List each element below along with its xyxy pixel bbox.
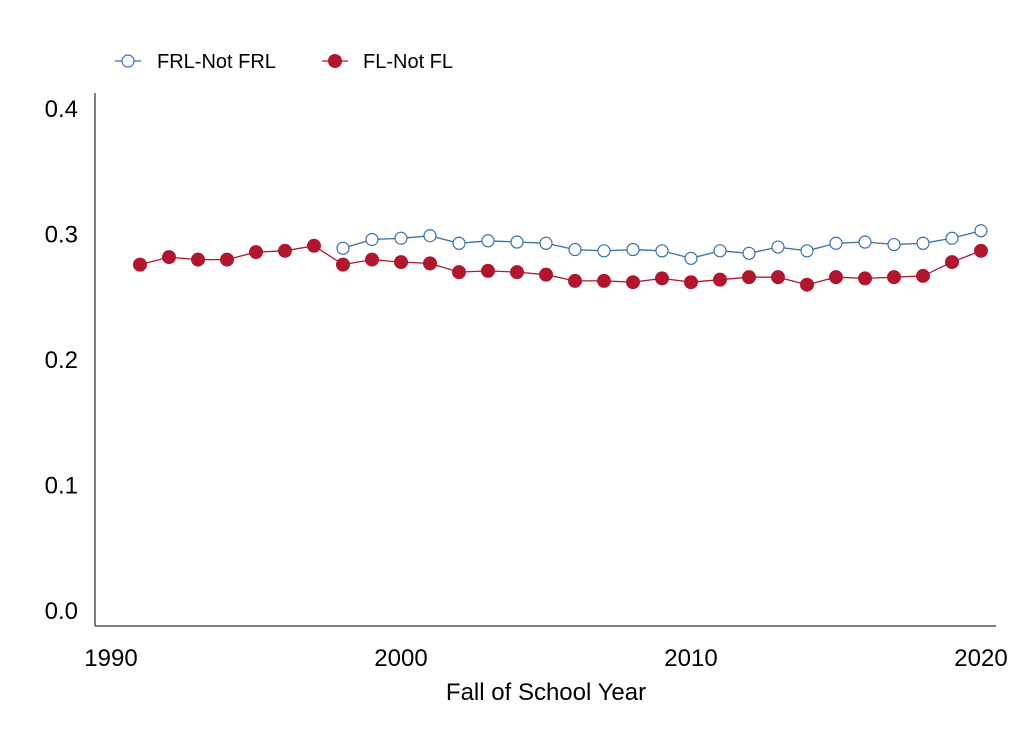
x-tick-labels: 1990 2000 2010 2020 (84, 645, 1007, 672)
legend-marker (328, 54, 342, 68)
data-point (742, 270, 756, 285)
data-point (539, 267, 553, 282)
y-tick-label: 0.3 (45, 222, 78, 249)
legend-marker (121, 54, 135, 68)
x-tick-label: 1990 (84, 645, 137, 672)
series-line (139, 245, 982, 286)
x-tick-label: 2010 (664, 645, 717, 672)
data-point (916, 268, 930, 283)
data-point (684, 251, 698, 265)
data-point (597, 273, 611, 288)
data-point (713, 272, 727, 287)
y-tick-label: 0.2 (45, 347, 78, 374)
data-point (336, 241, 350, 255)
data-point (771, 270, 785, 285)
axes (94, 93, 996, 627)
data-point (539, 236, 553, 250)
data-point (365, 232, 379, 247)
data-point (626, 242, 640, 257)
data-point (945, 231, 959, 245)
data-point (568, 273, 582, 288)
data-point (742, 246, 756, 260)
data-point (655, 244, 669, 258)
plot-area (133, 224, 988, 292)
data-point (220, 252, 234, 267)
legend: FRL-Not FRL FL-Not FL (115, 51, 453, 73)
data-point (829, 270, 843, 285)
data-point (597, 244, 611, 258)
data-point (945, 255, 959, 270)
data-point (336, 257, 350, 272)
data-point (771, 240, 785, 254)
legend-item: FRL-Not FRL (115, 51, 276, 73)
data-point (133, 257, 147, 272)
data-point (800, 277, 814, 292)
legend-item: FL-Not FL (322, 51, 453, 73)
data-point (684, 275, 698, 290)
data-point (423, 256, 437, 271)
data-point (974, 224, 988, 238)
data-point (249, 245, 263, 260)
data-point (800, 244, 814, 258)
data-point (568, 242, 582, 257)
data-point (916, 236, 930, 250)
y-tick-label: 0.4 (45, 96, 78, 123)
x-tick-label: 2000 (374, 645, 427, 672)
data-point (452, 236, 466, 250)
data-point (394, 255, 408, 270)
data-point (510, 235, 524, 249)
data-point (162, 250, 176, 265)
data-point (394, 231, 408, 245)
data-point (365, 252, 379, 267)
data-point (887, 270, 901, 285)
x-axis-title: Fall of School Year (446, 679, 646, 706)
data-point (510, 265, 524, 280)
series-frl-not-frl (336, 224, 988, 265)
data-point (278, 243, 292, 258)
data-point (713, 244, 727, 258)
x-tick-label: 2020 (954, 645, 1007, 672)
data-point (626, 275, 640, 290)
data-point (858, 271, 872, 286)
y-tick-label: 0.0 (45, 598, 78, 625)
data-point (974, 243, 988, 258)
data-point (858, 235, 872, 249)
legend-label: FL-Not FL (363, 51, 453, 73)
data-point (481, 234, 495, 248)
data-point (887, 237, 901, 252)
legend-label: FRL-Not FRL (157, 51, 276, 73)
data-point (481, 263, 495, 278)
y-tick-label: 0.1 (45, 473, 78, 500)
data-point (829, 236, 843, 250)
y-tick-labels: 0.0 0.1 0.2 0.3 0.4 (45, 96, 78, 625)
data-point (423, 229, 437, 243)
data-point (191, 252, 205, 267)
data-point (307, 238, 321, 253)
series-fl-not-fl (133, 238, 988, 292)
data-point (452, 265, 466, 280)
data-point (655, 271, 669, 286)
